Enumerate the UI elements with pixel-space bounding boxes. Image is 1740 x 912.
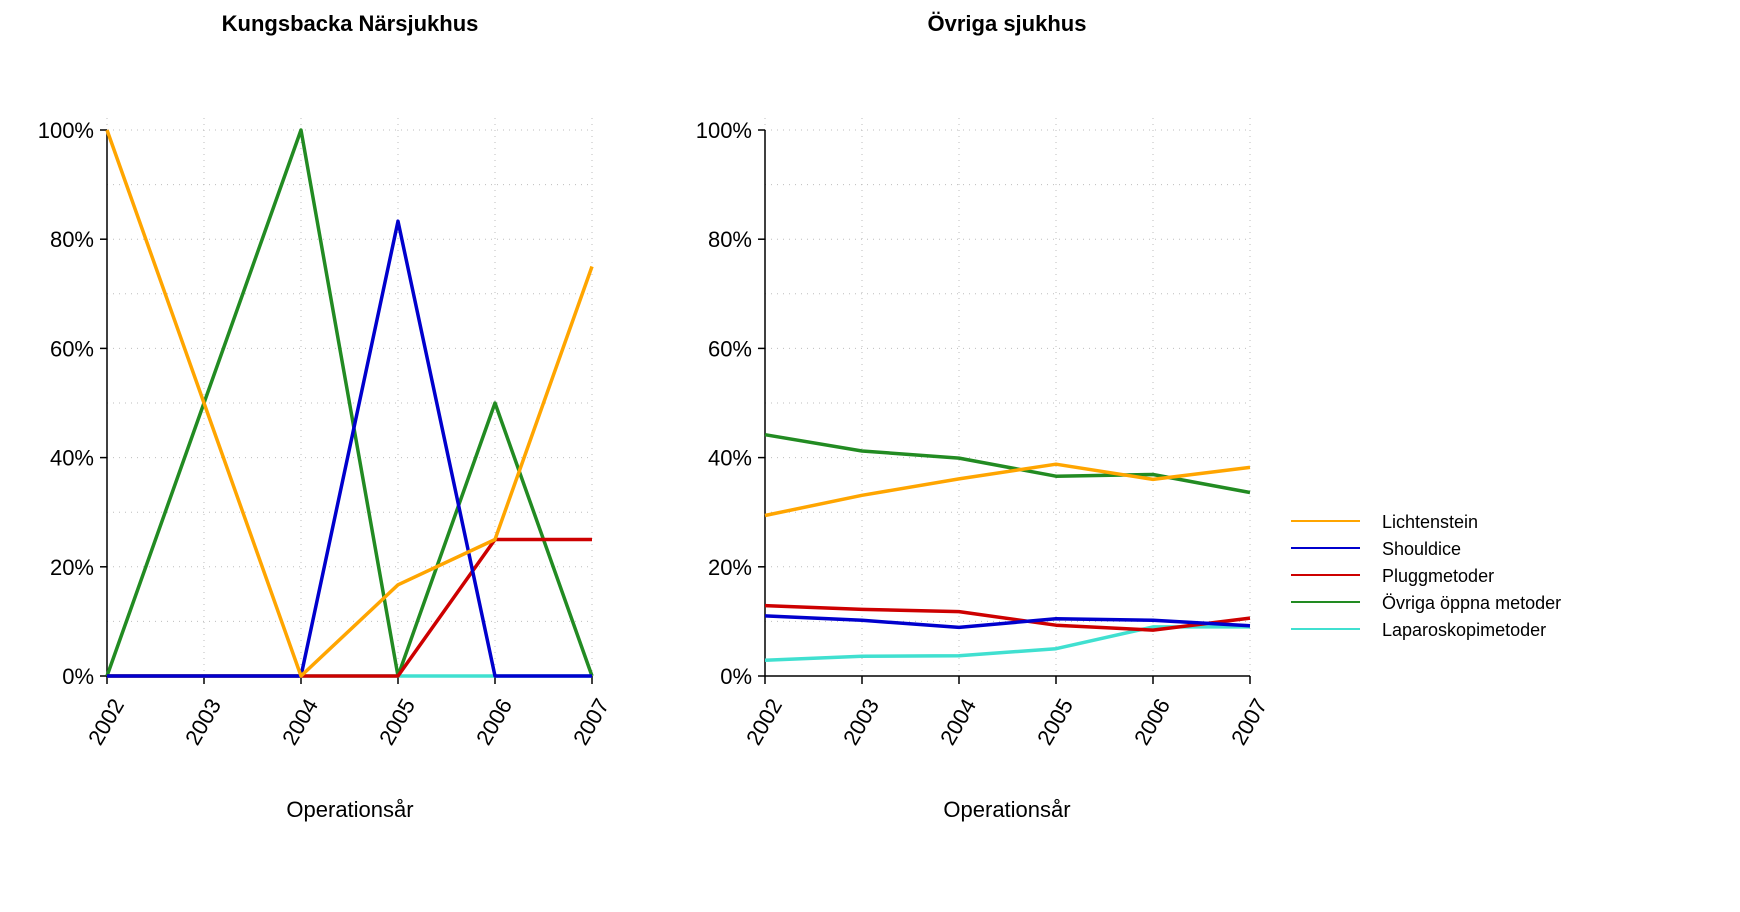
y-tick-label: 20%	[708, 555, 752, 580]
y-tick-label: 60%	[708, 336, 752, 361]
series-line-lichtenstein	[764, 462, 1251, 518]
chart-legend: Lichtenstein Shouldice Pluggmetoder Övriga …	[1291, 512, 1561, 640]
y-tick-label: 80%	[708, 227, 752, 252]
legend-label: Laparoskopimetoder	[1382, 620, 1546, 640]
legend-label: Pluggmetoder	[1382, 566, 1494, 586]
y-tick-label: 40%	[50, 446, 94, 471]
series-line-pluggmetoder	[764, 603, 1251, 632]
y-tick-label: 20%	[50, 555, 94, 580]
legend-label: Lichtenstein	[1382, 512, 1478, 532]
y-tick-label: 0%	[62, 664, 94, 689]
x-axis-label: Operationsår	[943, 797, 1070, 822]
legend-item-lichtenstein: Lichtenstein	[1291, 512, 1478, 532]
y-tick-label: 100%	[696, 118, 752, 143]
legend-label: Övriga öppna metoder	[1382, 593, 1561, 613]
y-tick-label: 40%	[708, 446, 752, 471]
y-tick-label: 80%	[50, 227, 94, 252]
series-line-ovriga-oppna-metoder	[105, 128, 594, 678]
x-axis-label: Operationsår	[286, 797, 413, 822]
y-tick-label: 0%	[720, 664, 752, 689]
series-line-lichtenstein	[105, 129, 594, 678]
y-tick-label: 60%	[50, 336, 94, 361]
legend-item-shouldice: Shouldice	[1291, 539, 1461, 559]
chart-title: Kungsbacka Närsjukhus	[222, 11, 479, 36]
y-tick-label: 100%	[38, 118, 94, 143]
legend-item-laparoskopimetoder: Laparoskopimetoder	[1291, 620, 1546, 640]
series-line-shouldice	[764, 614, 1251, 630]
series-line-shouldice	[107, 219, 592, 678]
legend-item-pluggmetoder: Pluggmetoder	[1291, 566, 1494, 586]
chart-title: Övriga sjukhus	[928, 11, 1087, 36]
legend-item-ovriga-oppna-metoder: Övriga öppna metoder	[1291, 593, 1561, 613]
legend-label: Shouldice	[1382, 539, 1461, 559]
